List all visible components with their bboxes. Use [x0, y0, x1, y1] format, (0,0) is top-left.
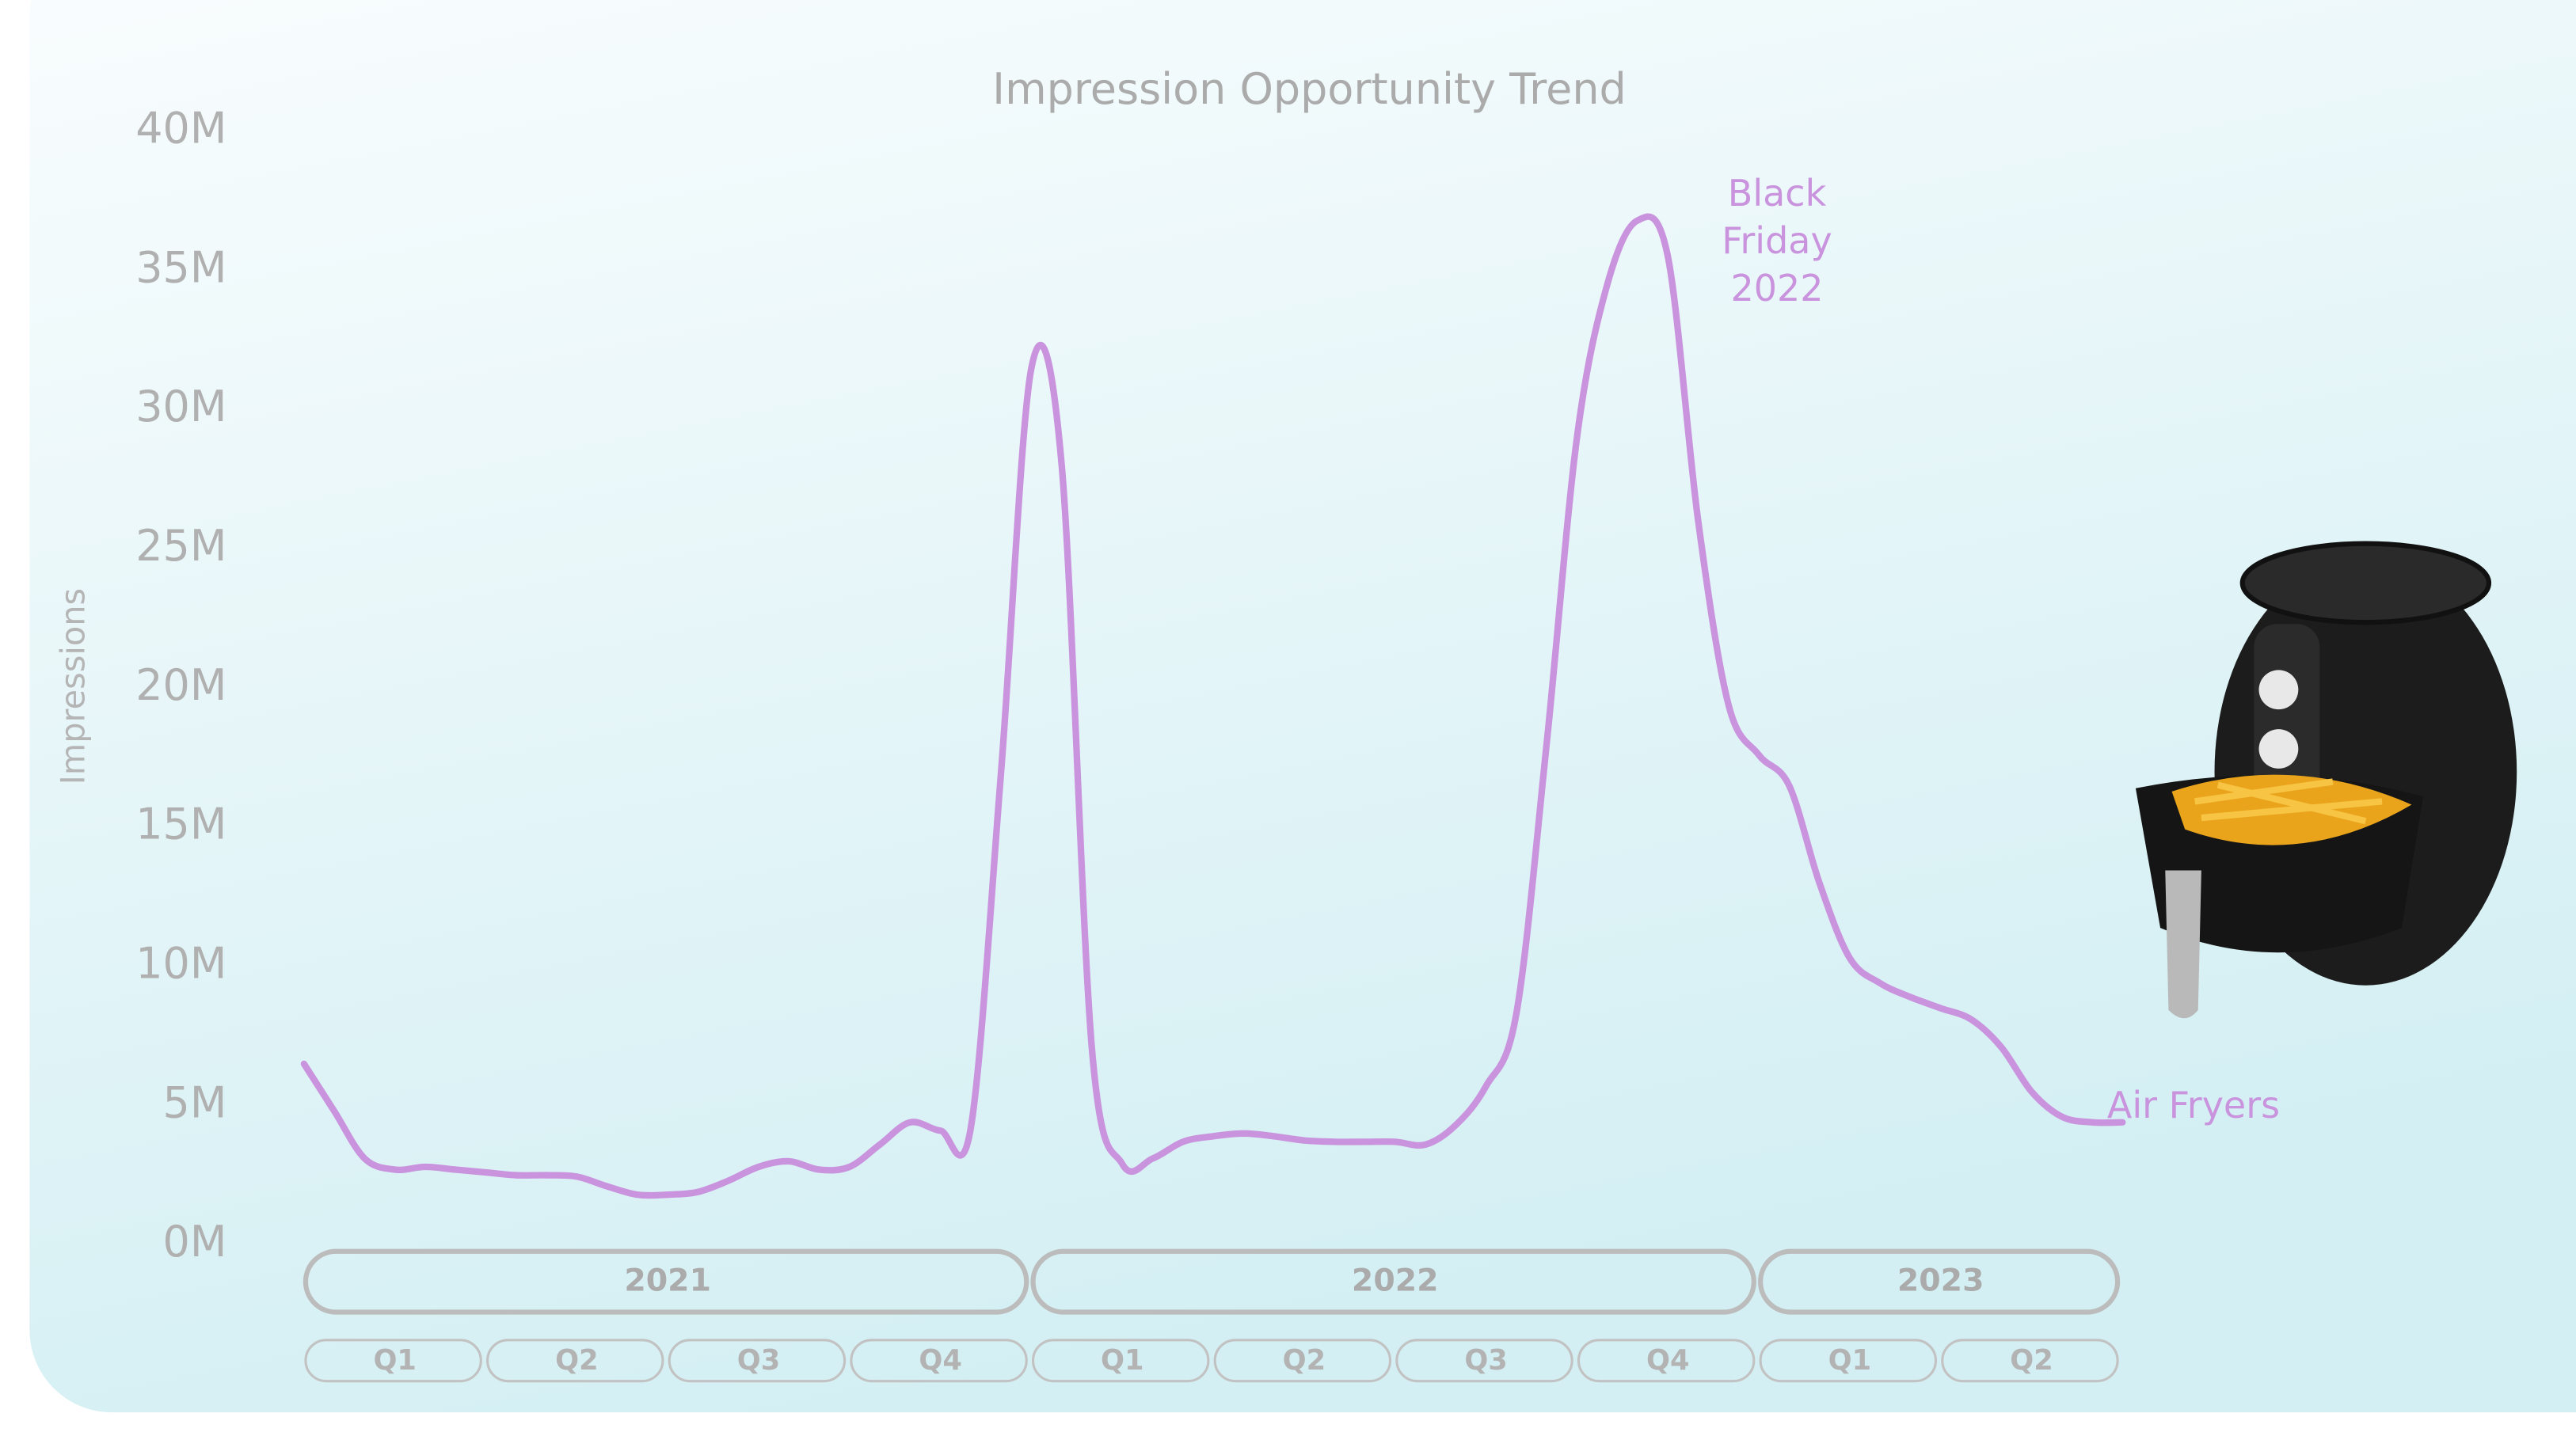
quarter-label: Q1	[373, 1344, 416, 1377]
y-tick-label: 0M	[163, 1217, 227, 1267]
y-tick-label: 20M	[135, 660, 226, 710]
quarter-label: Q1	[1828, 1344, 1872, 1377]
quarter-pill	[1759, 1339, 1938, 1383]
quarter-label: Q4	[1646, 1344, 1690, 1377]
series-line	[300, 213, 2126, 1199]
quarter-label: Q2	[555, 1344, 599, 1377]
year-pill	[1758, 1248, 2121, 1315]
quarter-label: Q3	[1464, 1344, 1508, 1377]
quarter-label: Q4	[919, 1344, 962, 1377]
quarter-label: Q3	[737, 1344, 781, 1377]
air-fryer-icon	[2135, 541, 2517, 1019]
quarter-pill	[304, 1339, 482, 1383]
y-tick-label: 40M	[135, 104, 226, 154]
quarter-pill	[1031, 1339, 1210, 1383]
quarter-pill	[1577, 1339, 1756, 1383]
y-tick-label: 15M	[135, 800, 226, 849]
quarter-pill	[668, 1339, 847, 1383]
quarter-pill	[1213, 1339, 1392, 1383]
chart-title: Impression Opportunity Trend	[992, 64, 1627, 114]
year-label: 2021	[624, 1263, 711, 1299]
year-label: 2022	[1352, 1263, 1439, 1299]
quarter-label: Q2	[1283, 1344, 1326, 1377]
card	[29, 0, 2576, 1413]
year-label: 2023	[1897, 1263, 1984, 1299]
quarter-pill	[486, 1339, 664, 1383]
peak-annotation: Black Friday 2022	[1722, 172, 1832, 310]
quarter-pill	[1395, 1339, 1573, 1383]
quarter-pill	[1941, 1339, 2119, 1383]
y-axis-label: Impressions	[54, 588, 93, 785]
year-pill	[302, 1248, 1029, 1315]
series-label: Air Fryers	[2106, 1084, 2281, 1126]
y-tick-label: 25M	[135, 521, 226, 571]
year-pill	[1030, 1248, 1756, 1315]
y-tick-label: 30M	[135, 382, 226, 431]
y-tick-label: 35M	[135, 242, 226, 292]
quarter-pill	[850, 1339, 1028, 1383]
y-tick-label: 10M	[135, 938, 226, 988]
quarter-label: Q2	[2010, 1344, 2053, 1377]
y-tick-label: 5M	[163, 1077, 227, 1127]
quarter-label: Q1	[1101, 1344, 1144, 1377]
